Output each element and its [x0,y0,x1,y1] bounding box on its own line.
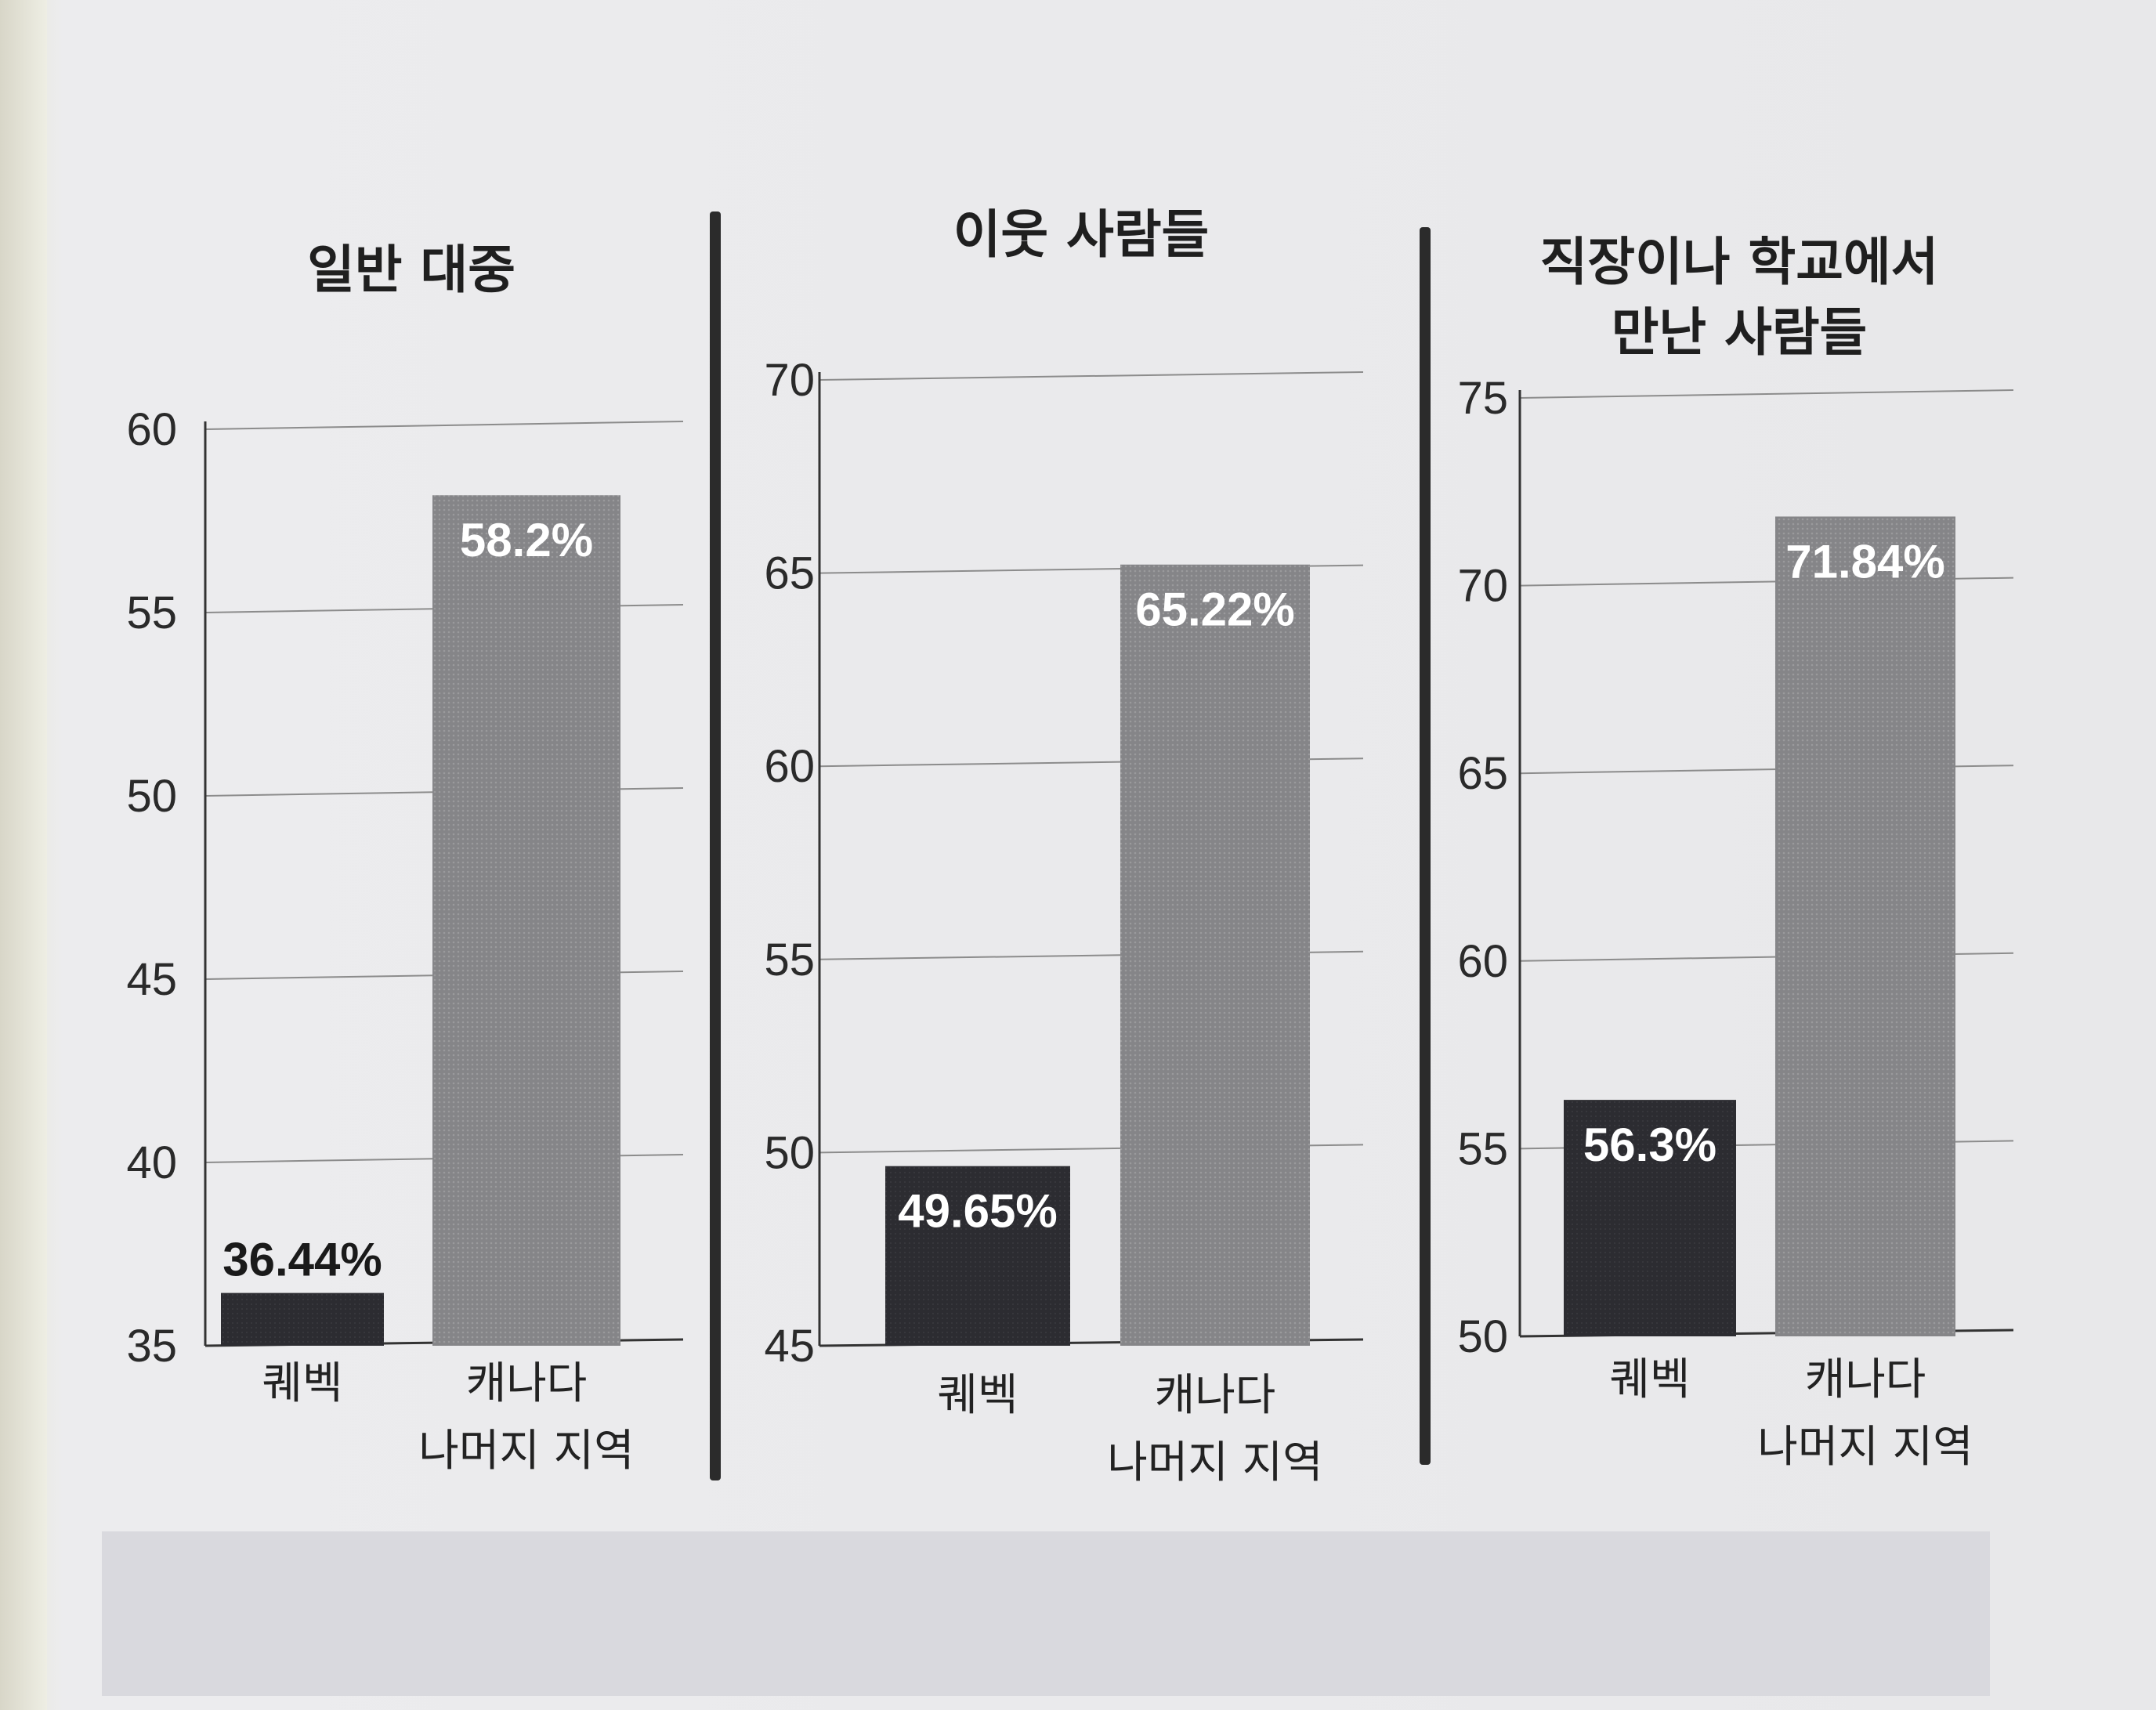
gridline [819,371,1364,381]
chart-title: 직장이나 학교에서 만난 사람들 [1539,232,1939,363]
y-tick-label: 70 [764,355,815,406]
y-tick-label: 65 [764,548,815,599]
data-label: 49.65% [898,1185,1058,1238]
data-label: 58.2% [460,514,593,566]
y-tick-label: 45 [764,1321,815,1372]
y-tick-label: 60 [764,741,815,792]
bar [1564,1100,1736,1336]
bar [221,1292,384,1346]
y-tick-label: 35 [126,1321,177,1372]
data-label: 71.84% [1785,535,1945,587]
bleed-through-band [102,1531,1990,1696]
chart-title: 이웃 사람들 [953,204,1210,265]
chart-title: 일반 대중 [307,240,515,300]
y-tick-label: 55 [1457,1123,1508,1174]
x-category-label: 퀘벡 [1609,1354,1690,1405]
panel-divider-2 [1420,227,1431,1465]
gridline [1519,389,2014,399]
bar [432,495,620,1346]
y-tick-label: 40 [126,1137,177,1188]
data-label: 65.22% [1135,584,1295,636]
y-tick-label: 70 [1457,561,1508,612]
data-label: 56.3% [1583,1119,1716,1171]
y-tick-label: 60 [1457,936,1508,987]
x-category-label: 캐나다 나머지 지역 [1107,1370,1322,1488]
x-category-label: 퀘벡 [937,1370,1018,1421]
y-tick-label: 65 [1457,748,1508,799]
bar [1120,564,1310,1346]
y-tick-label: 50 [1457,1311,1508,1362]
panel-divider-1 [710,211,721,1480]
bar [885,1166,1070,1346]
y-tick-label: 60 [126,404,177,455]
x-category-label: 캐나다 나머지 지역 [418,1358,634,1477]
bar [1775,516,1955,1336]
y-tick-label: 55 [126,587,177,638]
y-tick-label: 50 [126,771,177,822]
gridline [204,421,684,430]
x-category-label: 캐나다 나머지 지역 [1757,1354,1973,1473]
y-tick-label: 75 [1457,373,1508,424]
x-category-label: 퀘벡 [262,1358,342,1409]
y-tick-label: 55 [764,935,815,985]
data-label: 36.44% [222,1234,382,1286]
book-spine [0,0,47,1710]
y-tick-label: 45 [126,954,177,1005]
y-tick-label: 50 [764,1127,815,1178]
